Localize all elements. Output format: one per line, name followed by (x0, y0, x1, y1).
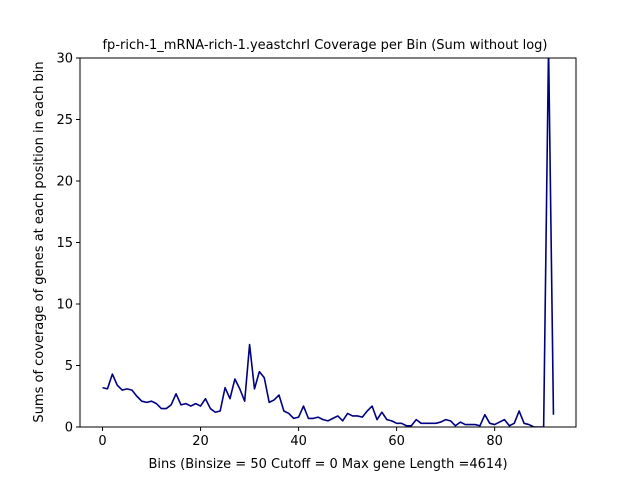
plot-frame (79, 57, 577, 428)
plot-area (102, 58, 555, 427)
y-tick-label: 0 (65, 421, 73, 436)
coverage-series-line (102, 58, 555, 427)
y-tick-label: 25 (56, 113, 73, 128)
x-tick-label: 60 (388, 434, 405, 449)
y-tick-label: 30 (56, 52, 73, 67)
chart-title: fp-rich-1_mRNA-rich-1.yeastchrI Coverage… (102, 38, 547, 53)
x-tick-label: 20 (192, 434, 209, 449)
y-tick-label: 5 (65, 359, 73, 374)
x-axis-label: Bins (Binsize = 50 Cutoff = 0 Max gene L… (148, 457, 507, 472)
x-tick-label: 80 (486, 434, 503, 449)
y-tick-label: 15 (56, 236, 73, 251)
x-tick-label: 0 (98, 434, 106, 449)
y-axis-ticks: 0 5 10 15 20 25 30 (56, 52, 80, 436)
x-axis-ticks: 0 20 40 60 80 (98, 427, 503, 449)
x-tick-label: 40 (290, 434, 307, 449)
y-tick-label: 20 (56, 175, 73, 190)
y-axis-label: Sums of coverage of genes at each positi… (32, 61, 47, 422)
y-tick-label: 10 (56, 298, 73, 313)
